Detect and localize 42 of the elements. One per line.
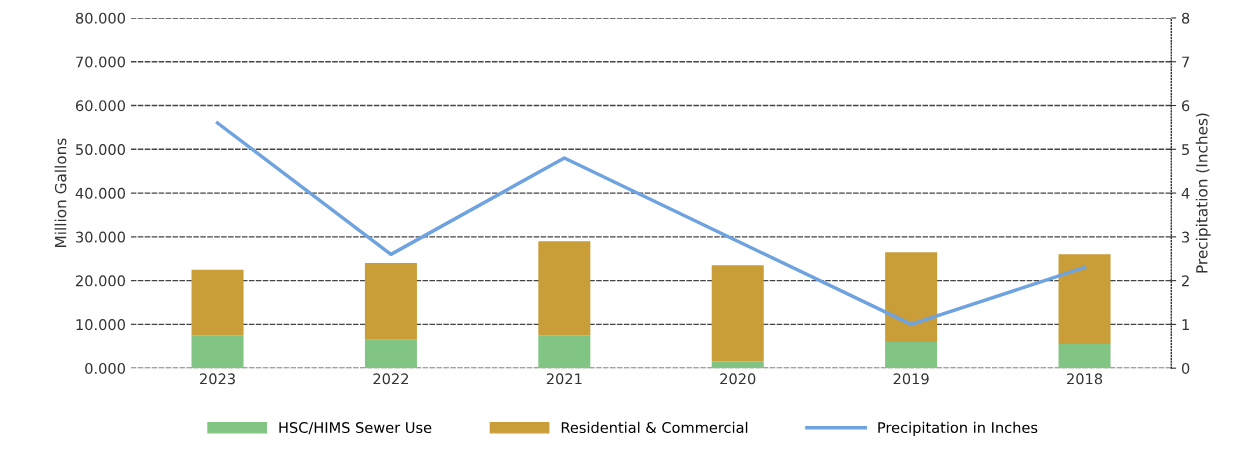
y-tick-label: 10.000 (76, 319, 125, 331)
x-tick-label: 2023 (200, 373, 235, 385)
x-tick-label: 2019 (893, 373, 929, 385)
y-tick-label: 50.000 (76, 144, 125, 156)
bar (885, 252, 938, 342)
legend-label: HSC/HIMS Sewer Use (279, 422, 432, 435)
y-tick-label: 80.000 (75, 12, 125, 24)
bar (364, 339, 417, 369)
y-tick-label: 20.000 (76, 275, 125, 287)
y-tick-label: 60.000 (75, 100, 125, 112)
y2-tick-label: 5 (1182, 144, 1189, 156)
y-tick-label: 30.000 (76, 231, 125, 243)
y-tick-label: 0.000 (85, 362, 125, 374)
bar (711, 361, 764, 369)
legend-label: Precipitation in Inches (878, 421, 1038, 436)
bar (364, 263, 417, 340)
y2-tick-label: 7 (1182, 56, 1189, 68)
line-series (215, 121, 1087, 327)
bar (191, 269, 244, 336)
y2-tick-label: 1 (1182, 319, 1189, 330)
y2-tick-label: 4 (1181, 187, 1190, 199)
x-tick-label: 2018 (1067, 373, 1103, 385)
x-tick-label: 2020 (720, 373, 756, 385)
y2-tick-label: 2 (1182, 275, 1189, 287)
bar (711, 265, 764, 362)
y-tick-label: 40.000 (75, 187, 125, 199)
bar (1058, 254, 1111, 345)
bar (538, 335, 591, 369)
y2-tick-label: 0 (1181, 362, 1190, 374)
x-tick-label: 2021 (546, 373, 582, 385)
bar (191, 335, 244, 369)
y2-axis-title: Precipitation (Inches) (1195, 113, 1211, 273)
bar (1058, 344, 1111, 369)
legend-label: Residential & Commercial (561, 421, 748, 434)
y2-tick-label: 6 (1181, 100, 1190, 112)
bar (538, 241, 591, 336)
y-axis-title: Million Gallons (54, 138, 67, 247)
y2-tick-label: 3 (1182, 231, 1190, 243)
y2-tick-label: 8 (1181, 12, 1190, 24)
bar (885, 341, 938, 369)
x-tick-label: 2022 (373, 373, 409, 385)
y-tick-label: 70.000 (76, 56, 125, 68)
